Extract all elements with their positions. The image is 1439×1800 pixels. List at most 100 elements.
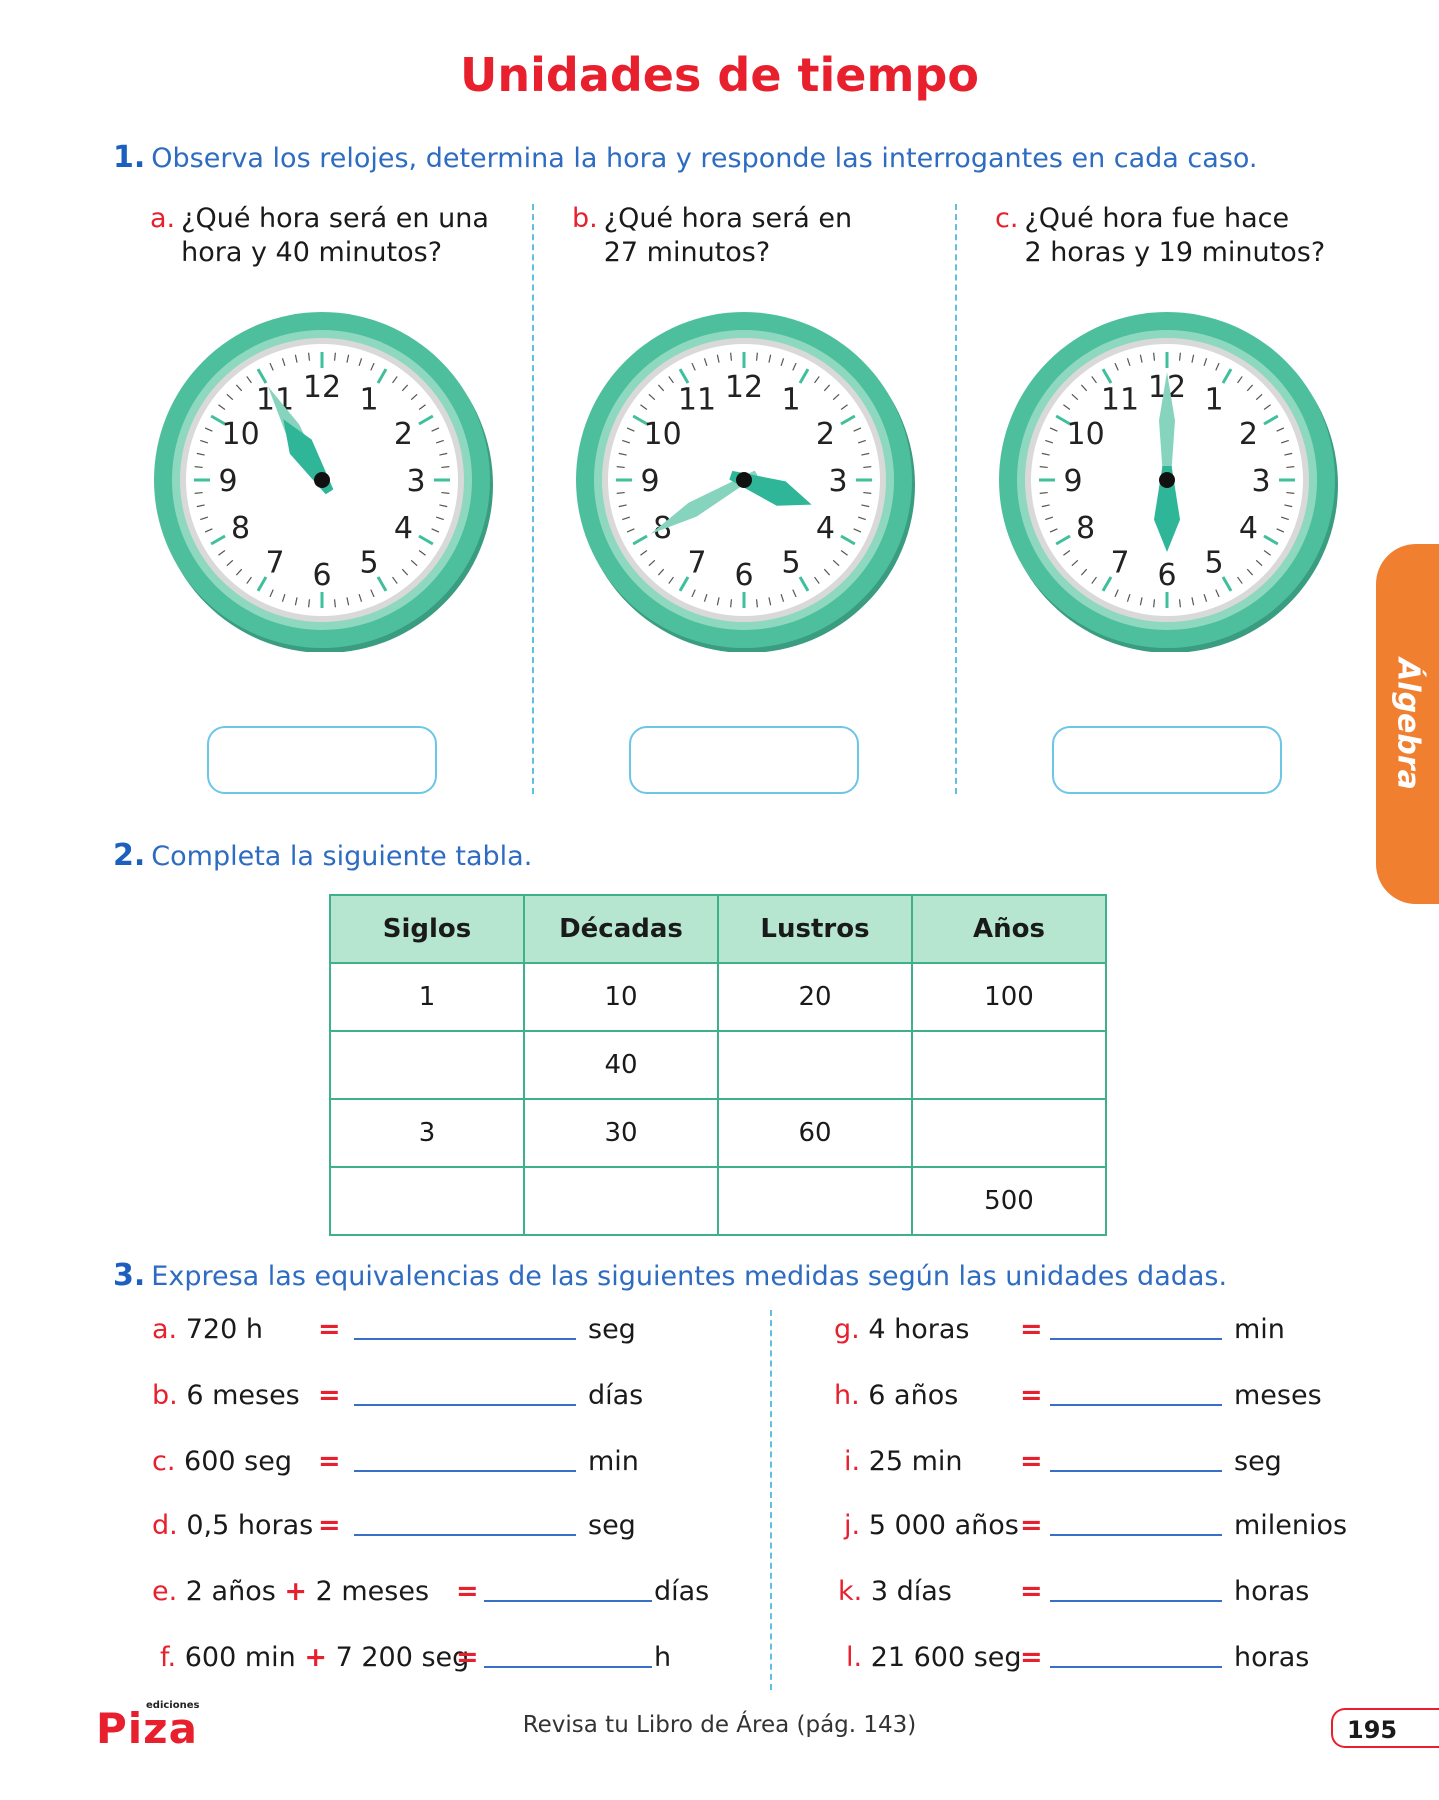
- equals-sign: =: [318, 1380, 341, 1411]
- minute-tick: [648, 393, 656, 401]
- answer-line[interactable]: [1050, 1534, 1222, 1536]
- item-letter: d.: [152, 1510, 178, 1541]
- minute-tick: [1215, 589, 1220, 598]
- section-instruction: Expresa las equivalencias de las siguien…: [151, 1261, 1228, 1292]
- side-tab-label: Álgebra: [1390, 658, 1425, 790]
- minute-tick: [1126, 358, 1131, 367]
- item-unit: min: [588, 1446, 639, 1477]
- clock-numeral: 1: [1204, 383, 1223, 418]
- answer-box-b[interactable]: [629, 726, 859, 794]
- answer-line[interactable]: [1050, 1404, 1222, 1406]
- item-quantity-2: 7 200 seg: [335, 1642, 470, 1673]
- table-cell-blank[interactable]: [329, 1030, 525, 1100]
- clock-numeral: 7: [687, 545, 706, 580]
- item-unit: h: [654, 1642, 672, 1673]
- column-header-anos: Años: [911, 894, 1107, 964]
- minute-tick: [691, 362, 696, 371]
- answer-line[interactable]: [354, 1470, 576, 1472]
- minute-tick: [1091, 576, 1097, 584]
- table-cell-blank[interactable]: [329, 1166, 525, 1236]
- item-quantity: 600 min: [184, 1642, 296, 1673]
- hour-tick: [1263, 414, 1279, 426]
- answer-line[interactable]: [484, 1600, 652, 1602]
- table-cell-blank[interactable]: [911, 1098, 1107, 1168]
- minute-tick: [418, 404, 426, 410]
- hour-tick: [632, 414, 648, 426]
- equivalence-i: i. 25 min = seg: [844, 1442, 1354, 1482]
- minute-tick: [861, 504, 870, 508]
- hour-tick: [418, 414, 434, 426]
- minute-tick: [358, 593, 363, 602]
- item-unit: milenios: [1234, 1510, 1348, 1541]
- minute-tick: [1045, 516, 1054, 521]
- answer-line[interactable]: [1050, 1666, 1222, 1668]
- item-quantity: 720 h: [185, 1314, 263, 1345]
- equals-sign: =: [318, 1446, 341, 1477]
- minute-tick: [1114, 589, 1119, 598]
- minute-tick: [730, 352, 733, 361]
- minute-tick: [370, 589, 375, 598]
- clock-numeral: 7: [265, 545, 284, 580]
- answer-line[interactable]: [354, 1534, 576, 1536]
- equals-sign: =: [1020, 1510, 1043, 1541]
- item-unit: días: [588, 1380, 644, 1411]
- answer-line[interactable]: [354, 1338, 576, 1340]
- table-cell-blank[interactable]: [717, 1030, 913, 1100]
- minute-tick: [1215, 362, 1220, 371]
- hour-tick: [376, 368, 388, 384]
- answer-line[interactable]: [1050, 1600, 1222, 1602]
- minute-tick: [401, 568, 409, 576]
- minute-tick: [401, 384, 409, 392]
- clock-numeral: 12: [725, 370, 763, 405]
- minute-tick: [703, 593, 708, 602]
- table-cell-blank[interactable]: [523, 1166, 719, 1236]
- hour-tick: [1055, 534, 1071, 546]
- equivalence-l: l. 21 600 seg = horas: [846, 1638, 1356, 1678]
- hour-tick: [1055, 414, 1071, 426]
- column-header-decadas: Décadas: [523, 894, 719, 964]
- hour-tick: [256, 576, 268, 592]
- table-cell-blank[interactable]: [911, 1030, 1107, 1100]
- minute-tick: [853, 528, 862, 533]
- equals-sign: =: [456, 1642, 479, 1673]
- item-letter: f.: [160, 1642, 177, 1673]
- minute-tick: [246, 576, 252, 584]
- hour-tick: [256, 368, 268, 384]
- minute-tick: [1045, 439, 1054, 444]
- answer-line[interactable]: [354, 1404, 576, 1406]
- item-letter: g.: [834, 1314, 860, 1345]
- table-row: 40: [329, 1030, 1107, 1100]
- equals-sign: =: [1020, 1446, 1043, 1477]
- answer-box-a[interactable]: [207, 726, 437, 794]
- item-unit: horas: [1234, 1576, 1310, 1607]
- answer-box-c[interactable]: [1052, 726, 1282, 794]
- column-divider: [770, 1310, 772, 1690]
- item-quantity: 5 000 años: [868, 1510, 1019, 1541]
- item-letter: l.: [846, 1642, 863, 1673]
- minute-tick: [622, 439, 631, 444]
- minute-tick: [814, 376, 820, 384]
- equals-sign: =: [1020, 1576, 1043, 1607]
- minute-tick: [358, 358, 363, 367]
- minute-tick: [346, 354, 350, 363]
- minute-tick: [657, 384, 665, 392]
- table-cell-blank[interactable]: [717, 1166, 913, 1236]
- question-letter: c.: [995, 203, 1019, 234]
- clock-a: 121234567891011: [154, 312, 493, 652]
- clock-numeral: 7: [1110, 545, 1129, 580]
- answer-line[interactable]: [1050, 1338, 1222, 1340]
- minute-tick: [1255, 559, 1263, 567]
- minute-tick: [1246, 568, 1254, 576]
- minute-tick: [439, 504, 448, 508]
- minute-tick: [194, 466, 203, 469]
- minute-tick: [196, 452, 205, 456]
- clock-numeral: 3: [406, 464, 425, 499]
- clock-numeral: 6: [312, 558, 331, 593]
- minute-tick: [716, 354, 720, 363]
- answer-line[interactable]: [1050, 1470, 1222, 1472]
- minute-tick: [333, 352, 336, 361]
- minute-tick: [616, 491, 625, 494]
- question-text-line1: ¿Qué hora será en: [603, 203, 853, 234]
- minute-tick: [626, 427, 635, 432]
- answer-line[interactable]: [484, 1666, 652, 1668]
